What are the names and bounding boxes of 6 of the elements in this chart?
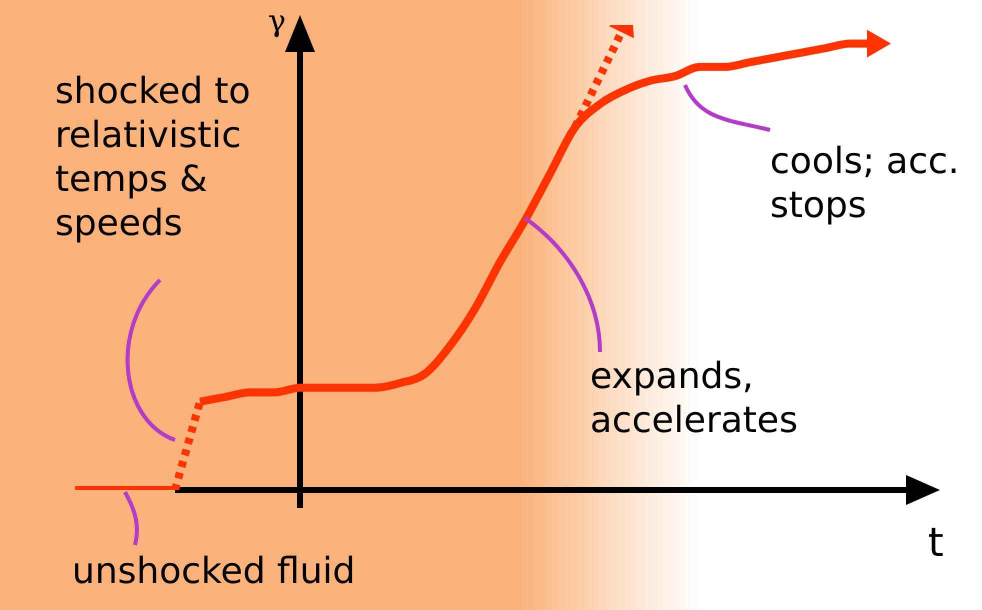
annotation: shocked to relativistic temps & speeds (55, 70, 252, 246)
annotation: cools; acc. stops (770, 140, 960, 228)
text: unshocked fluid (72, 550, 356, 594)
annotation: expands, accelerates (590, 355, 799, 443)
y-axis-title: γ (268, 4, 286, 39)
x-axis-title: t (928, 520, 944, 566)
